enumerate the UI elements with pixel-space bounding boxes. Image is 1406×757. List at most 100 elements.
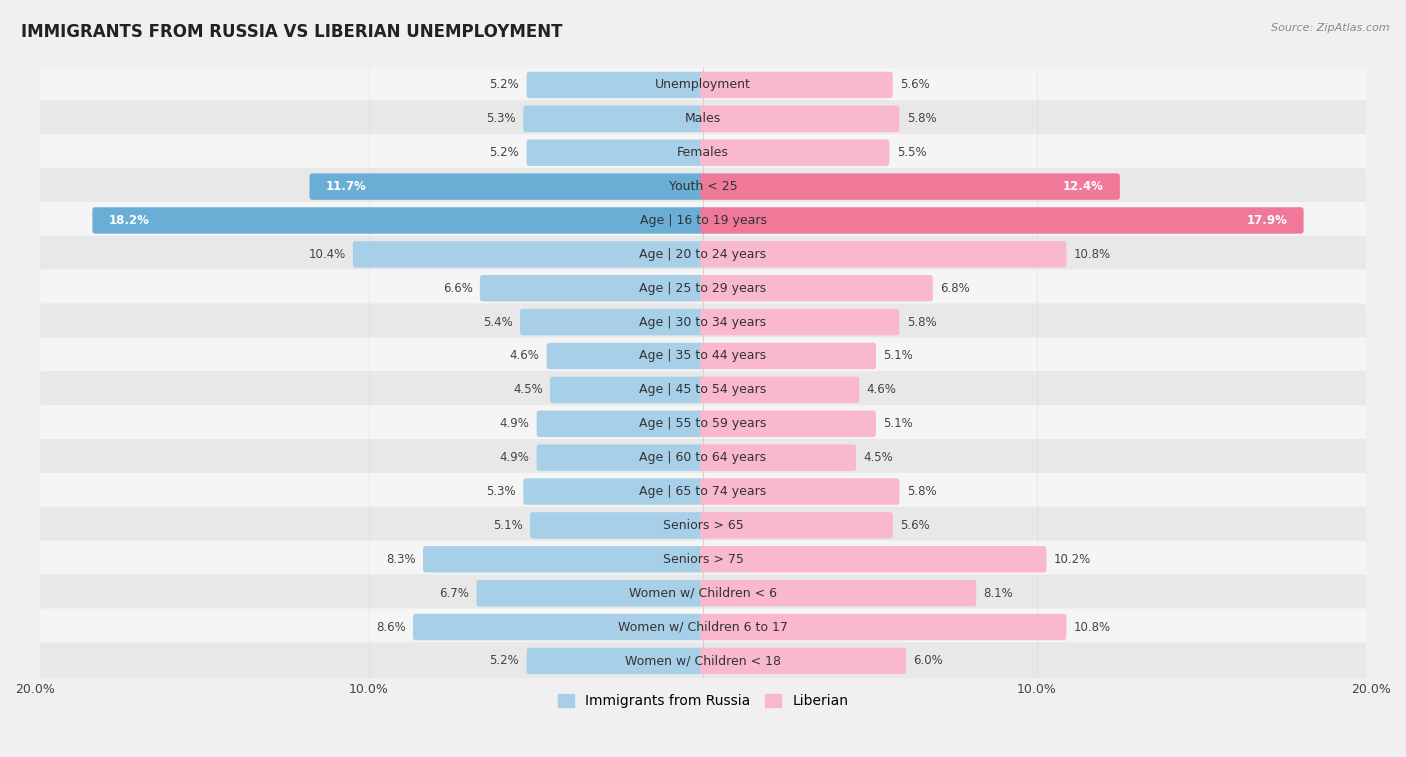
FancyBboxPatch shape (93, 207, 706, 234)
FancyBboxPatch shape (39, 304, 1367, 341)
FancyBboxPatch shape (39, 100, 1367, 138)
Text: 5.6%: 5.6% (900, 79, 929, 92)
Text: 6.8%: 6.8% (941, 282, 970, 294)
Text: Youth < 25: Youth < 25 (669, 180, 737, 193)
FancyBboxPatch shape (353, 241, 706, 267)
FancyBboxPatch shape (547, 343, 706, 369)
FancyBboxPatch shape (39, 67, 1367, 104)
FancyBboxPatch shape (520, 309, 706, 335)
FancyBboxPatch shape (413, 614, 706, 640)
Text: 5.2%: 5.2% (489, 146, 519, 159)
Text: 4.9%: 4.9% (499, 417, 529, 430)
FancyBboxPatch shape (700, 173, 1119, 200)
FancyBboxPatch shape (700, 207, 1303, 234)
Text: 4.9%: 4.9% (499, 451, 529, 464)
FancyBboxPatch shape (309, 173, 706, 200)
FancyBboxPatch shape (39, 473, 1367, 510)
FancyBboxPatch shape (700, 444, 856, 471)
FancyBboxPatch shape (39, 609, 1367, 646)
FancyBboxPatch shape (700, 648, 905, 674)
Text: 8.1%: 8.1% (984, 587, 1014, 600)
Text: IMMIGRANTS FROM RUSSIA VS LIBERIAN UNEMPLOYMENT: IMMIGRANTS FROM RUSSIA VS LIBERIAN UNEMP… (21, 23, 562, 41)
FancyBboxPatch shape (700, 105, 900, 132)
Text: Age | 20 to 24 years: Age | 20 to 24 years (640, 248, 766, 261)
Text: 4.6%: 4.6% (866, 383, 897, 397)
Legend: Immigrants from Russia, Liberian: Immigrants from Russia, Liberian (553, 689, 853, 714)
Text: 18.2%: 18.2% (108, 214, 149, 227)
FancyBboxPatch shape (39, 168, 1367, 205)
Text: Age | 16 to 19 years: Age | 16 to 19 years (640, 214, 766, 227)
FancyBboxPatch shape (700, 241, 1066, 267)
FancyBboxPatch shape (523, 478, 706, 505)
Text: Age | 30 to 34 years: Age | 30 to 34 years (640, 316, 766, 329)
FancyBboxPatch shape (39, 405, 1367, 442)
Text: 5.4%: 5.4% (482, 316, 513, 329)
FancyBboxPatch shape (39, 338, 1367, 375)
Text: Age | 65 to 74 years: Age | 65 to 74 years (640, 485, 766, 498)
Text: Source: ZipAtlas.com: Source: ZipAtlas.com (1271, 23, 1389, 33)
Text: 5.2%: 5.2% (489, 79, 519, 92)
FancyBboxPatch shape (700, 410, 876, 437)
Text: Age | 35 to 44 years: Age | 35 to 44 years (640, 350, 766, 363)
Text: 6.6%: 6.6% (443, 282, 472, 294)
FancyBboxPatch shape (700, 275, 932, 301)
Text: Females: Females (678, 146, 728, 159)
FancyBboxPatch shape (523, 105, 706, 132)
FancyBboxPatch shape (700, 580, 976, 606)
FancyBboxPatch shape (537, 444, 706, 471)
Text: 11.7%: 11.7% (326, 180, 367, 193)
FancyBboxPatch shape (39, 575, 1367, 612)
FancyBboxPatch shape (39, 269, 1367, 307)
FancyBboxPatch shape (39, 540, 1367, 578)
Text: 5.1%: 5.1% (883, 417, 912, 430)
Text: 6.7%: 6.7% (439, 587, 470, 600)
Text: 4.5%: 4.5% (863, 451, 893, 464)
Text: 5.8%: 5.8% (907, 112, 936, 126)
Text: Unemployment: Unemployment (655, 79, 751, 92)
FancyBboxPatch shape (477, 580, 706, 606)
FancyBboxPatch shape (39, 642, 1367, 680)
Text: 4.5%: 4.5% (513, 383, 543, 397)
FancyBboxPatch shape (39, 371, 1367, 409)
Text: 5.3%: 5.3% (486, 485, 516, 498)
Text: Age | 25 to 29 years: Age | 25 to 29 years (640, 282, 766, 294)
FancyBboxPatch shape (700, 72, 893, 98)
Text: 10.8%: 10.8% (1074, 621, 1111, 634)
FancyBboxPatch shape (527, 72, 706, 98)
FancyBboxPatch shape (39, 235, 1367, 273)
FancyBboxPatch shape (479, 275, 706, 301)
Text: Age | 55 to 59 years: Age | 55 to 59 years (640, 417, 766, 430)
FancyBboxPatch shape (39, 134, 1367, 171)
Text: 5.1%: 5.1% (494, 519, 523, 532)
Text: 5.8%: 5.8% (907, 485, 936, 498)
FancyBboxPatch shape (700, 377, 859, 403)
FancyBboxPatch shape (700, 478, 900, 505)
FancyBboxPatch shape (700, 614, 1066, 640)
Text: Age | 45 to 54 years: Age | 45 to 54 years (640, 383, 766, 397)
Text: 5.3%: 5.3% (486, 112, 516, 126)
FancyBboxPatch shape (550, 377, 706, 403)
Text: 5.2%: 5.2% (489, 654, 519, 668)
Text: 4.6%: 4.6% (509, 350, 540, 363)
FancyBboxPatch shape (700, 546, 1046, 572)
Text: 8.3%: 8.3% (387, 553, 416, 565)
FancyBboxPatch shape (527, 648, 706, 674)
Text: 8.6%: 8.6% (375, 621, 406, 634)
FancyBboxPatch shape (700, 139, 890, 166)
FancyBboxPatch shape (39, 439, 1367, 476)
Text: 5.5%: 5.5% (897, 146, 927, 159)
FancyBboxPatch shape (39, 202, 1367, 239)
FancyBboxPatch shape (700, 512, 893, 539)
FancyBboxPatch shape (700, 343, 876, 369)
Text: Women w/ Children < 18: Women w/ Children < 18 (626, 654, 780, 668)
FancyBboxPatch shape (527, 139, 706, 166)
Text: Males: Males (685, 112, 721, 126)
Text: 17.9%: 17.9% (1247, 214, 1288, 227)
Text: 10.2%: 10.2% (1053, 553, 1091, 565)
FancyBboxPatch shape (537, 410, 706, 437)
Text: Women w/ Children 6 to 17: Women w/ Children 6 to 17 (619, 621, 787, 634)
Text: 10.8%: 10.8% (1074, 248, 1111, 261)
Text: Age | 60 to 64 years: Age | 60 to 64 years (640, 451, 766, 464)
FancyBboxPatch shape (39, 506, 1367, 544)
FancyBboxPatch shape (530, 512, 706, 539)
